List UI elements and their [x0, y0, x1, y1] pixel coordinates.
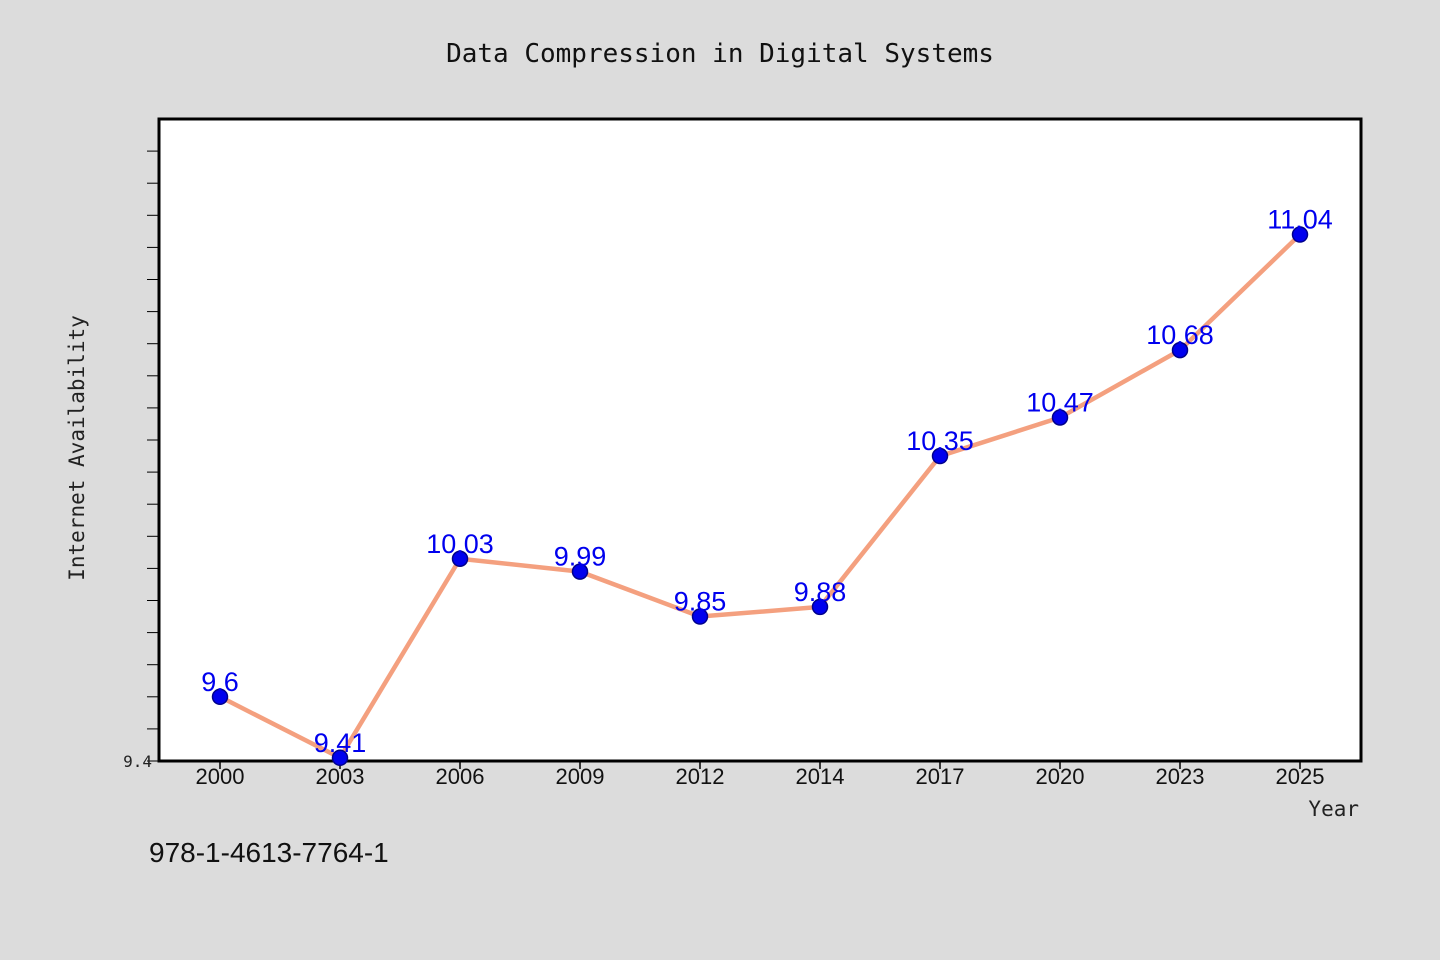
data-point — [1291, 226, 1309, 243]
data-point — [1051, 409, 1069, 426]
x-tick-label: 2000 — [196, 764, 245, 789]
y-axis-ticks — [147, 150, 159, 762]
x-tick-label: 2014 — [796, 764, 845, 789]
x-tick-label: 2006 — [436, 764, 485, 789]
data-label: 10.03 — [426, 529, 494, 559]
data-point — [811, 598, 829, 616]
data-label: 9.85 — [674, 587, 727, 617]
isbn-text: 978-1-4613-7764-1 — [149, 837, 389, 868]
data-label: 9.88 — [794, 577, 847, 607]
x-tick-label: 2012 — [676, 764, 725, 789]
x-tick-label: 2023 — [1156, 764, 1205, 789]
data-label: 11.04 — [1267, 205, 1333, 235]
series-line — [217, 232, 1303, 761]
chart-title: Data Compression in Digital Systems — [446, 39, 994, 69]
data-point — [931, 447, 949, 465]
data-point — [1171, 341, 1189, 359]
data-point — [211, 688, 229, 706]
data-label: 10.68 — [1146, 320, 1214, 350]
x-tick-label: 2003 — [316, 764, 365, 789]
x-tick-label: 2025 — [1276, 764, 1325, 789]
data-label: 9.41 — [314, 728, 367, 758]
y-tick-label: 9.4 — [123, 752, 152, 771]
data-point — [571, 563, 589, 580]
data-label: 10.47 — [1026, 388, 1094, 418]
data-point — [451, 550, 469, 568]
data-label-layer: 9.6 9.41 10.03 9.99 9.85 9.88 10.35 10.47 10.68 1… — [201, 205, 1333, 758]
x-tick-label: 2009 — [556, 764, 605, 789]
x-axis-ticks: 2000 2003 2006 2009 2012 2014 2017 2020 2023 2025 — [196, 761, 1325, 789]
data-label: 9.99 — [554, 542, 607, 572]
series-layer — [217, 232, 1303, 761]
marker-layer — [211, 226, 1309, 767]
data-label: 9.6 — [201, 667, 239, 697]
data-label: 10.35 — [906, 426, 974, 456]
data-point — [691, 608, 709, 625]
x-tick-label: 2017 — [916, 764, 965, 789]
x-tick-label: 2020 — [1036, 764, 1085, 789]
y-axis-title: Internet Availability — [65, 315, 89, 581]
x-axis-title: Year — [1308, 797, 1359, 821]
plot-area — [157, 117, 1363, 763]
data-point — [331, 749, 349, 767]
